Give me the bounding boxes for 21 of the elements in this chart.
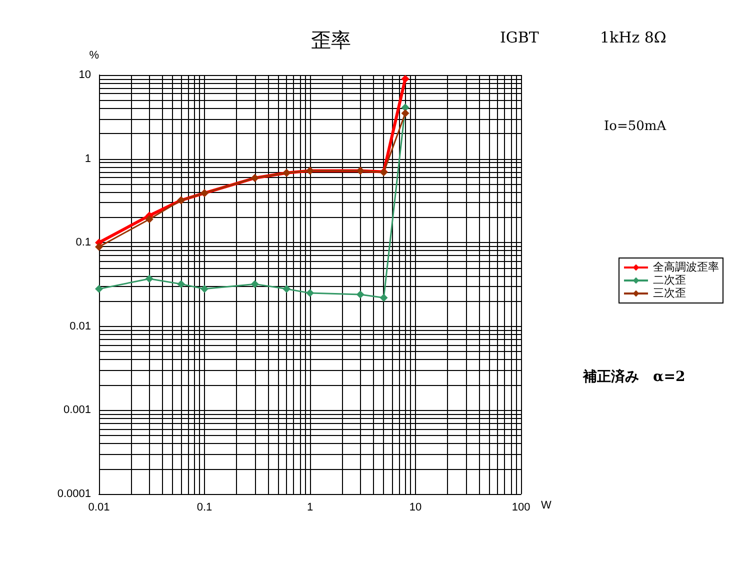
text: 1kHz 8Ω [600,28,666,46]
text: 補正済み α=2 [582,368,686,385]
legend-label: 二次歪 [653,274,686,286]
y-tick-label: 0.1 [76,236,91,249]
x-axis-title: W [541,500,552,512]
text: Io=50mA [604,119,667,134]
x-tick-label: 10 [409,502,422,514]
text: IGBT [500,28,539,46]
x-tick-label: 1 [306,502,314,514]
y-tick-label: 0.01 [70,320,91,332]
chart-title: 歪率 [311,30,351,52]
y-axis-title: % [89,50,100,62]
y-tick-label: 0.0001 [57,488,91,500]
legend-label: 全高調波歪率 [653,260,719,274]
y-tick-label: 0.001 [63,404,91,416]
x-tick-label: 0.01 [88,502,110,514]
y-tick-label: 1 [84,152,91,165]
y-tick-label: 10 [78,69,91,81]
x-tick-label: 100 [512,502,530,514]
x-tick-label: 0.1 [196,502,212,514]
legend-label: 三次歪 [653,288,686,300]
